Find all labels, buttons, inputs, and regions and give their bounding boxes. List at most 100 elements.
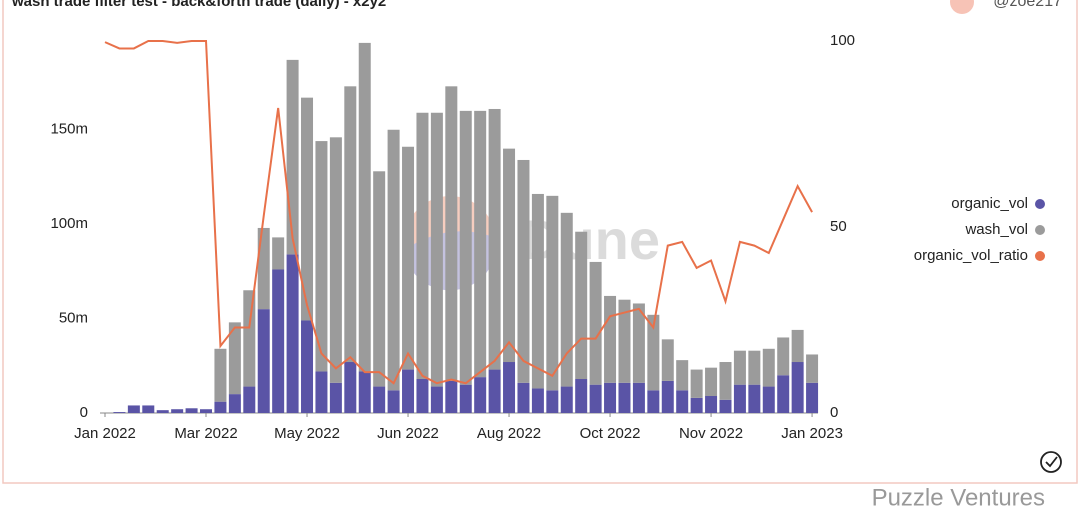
- bar-segment: [171, 409, 184, 413]
- x-tick-label: Aug 2022: [477, 425, 541, 442]
- bar-segment: [416, 112, 429, 380]
- bar-segment: [517, 159, 530, 383]
- bar-segment: [719, 399, 732, 413]
- bar-segment: [748, 384, 761, 413]
- bar-segment: [315, 371, 328, 413]
- bar-segment: [503, 362, 516, 413]
- bar-segment: [257, 227, 270, 310]
- bar-segment: [661, 339, 674, 381]
- bar-segment: [228, 322, 241, 395]
- author: @zoe217: [993, 0, 1062, 10]
- bar-segment: [777, 337, 790, 376]
- y2-tick-label: 100: [830, 32, 855, 49]
- bar-segment: [358, 42, 371, 372]
- bar-segment: [344, 86, 357, 363]
- legend-swatch: [1035, 225, 1045, 235]
- bar-segment: [705, 396, 718, 413]
- bar-segment: [315, 141, 328, 372]
- y2-tick-label: 0: [830, 404, 838, 421]
- check-icon[interactable]: [1040, 451, 1062, 473]
- bar-segment: [430, 386, 443, 413]
- legend-swatch: [1035, 251, 1045, 261]
- bar-segment: [791, 362, 804, 413]
- bar-segment: [200, 409, 213, 413]
- bar-segment: [676, 360, 689, 391]
- x-tick-label: Jun 2022: [377, 425, 439, 442]
- legend-label: organic_vol: [951, 195, 1028, 212]
- bar-segment: [301, 320, 314, 413]
- bar-segment: [243, 290, 256, 387]
- bar-segment: [560, 386, 573, 413]
- bar-segment: [546, 195, 559, 391]
- bar-segment: [589, 384, 602, 413]
- bar-segment: [503, 148, 516, 363]
- bar-segment: [531, 388, 544, 413]
- y2-tick-label: 50: [830, 218, 847, 235]
- bar-segment: [301, 97, 314, 321]
- bar-segment: [806, 354, 819, 383]
- bar-segment: [459, 384, 472, 413]
- bar-segment: [243, 386, 256, 413]
- bar-segment: [127, 405, 140, 413]
- bar-segment: [560, 212, 573, 387]
- bar-segment: [632, 382, 645, 413]
- bar-segment: [806, 382, 819, 413]
- bar-segment: [719, 362, 732, 400]
- bar-segment: [358, 371, 371, 413]
- legend-label: organic_vol_ratio: [914, 247, 1028, 264]
- y-tick-label: 150m: [50, 121, 88, 138]
- bar-segment: [517, 382, 530, 413]
- bar-segment: [214, 401, 227, 413]
- bar-segment: [387, 390, 400, 413]
- bar-segment: [618, 382, 631, 413]
- y-tick-label: 0: [80, 404, 88, 421]
- x-tick-label: Nov 2022: [679, 425, 743, 442]
- bar-segment: [488, 369, 501, 413]
- bar-segment: [402, 369, 415, 413]
- chart-title: wash trade filter test - back&forth trad…: [11, 0, 386, 10]
- bar-segment: [733, 384, 746, 413]
- bar-segment: [647, 390, 660, 413]
- bar-segment: [690, 369, 703, 398]
- bar-segment: [604, 295, 617, 383]
- bar-segment: [344, 362, 357, 413]
- bar-segment: [474, 110, 487, 378]
- bar-segment: [762, 386, 775, 413]
- bar-segment: [531, 193, 544, 389]
- bar-segment: [445, 380, 458, 413]
- bar-segment: [286, 254, 299, 413]
- bar-segment: [589, 261, 602, 385]
- bar-segment: [647, 314, 660, 391]
- bar-segment: [676, 390, 689, 413]
- bar-segment: [632, 303, 645, 383]
- bar-segment: [488, 108, 501, 370]
- bar-segment: [575, 379, 588, 413]
- bar-segment: [733, 350, 746, 385]
- ratio-line: [104, 40, 813, 385]
- bar-segment: [459, 110, 472, 385]
- legend-swatch: [1035, 199, 1045, 209]
- y-tick-label: 100m: [50, 215, 88, 232]
- bar-segment: [474, 377, 487, 413]
- bar-segment: [257, 309, 270, 413]
- bar-segment: [286, 59, 299, 255]
- bar-segment: [777, 375, 790, 413]
- y-tick-label: 50m: [59, 310, 88, 327]
- x-tick-label: Mar 2022: [174, 425, 237, 442]
- bar-segment: [373, 386, 386, 413]
- bar-segment: [329, 137, 342, 383]
- footer-brand: Puzzle Ventures: [872, 484, 1045, 511]
- bar-segment: [329, 382, 342, 413]
- bar-segment: [416, 379, 429, 413]
- bar-segment: [228, 394, 241, 413]
- bar-segment: [272, 237, 285, 270]
- bar-segment: [575, 231, 588, 380]
- x-tick-label: Jan 2022: [74, 425, 136, 442]
- bar-segment: [272, 269, 285, 413]
- bar-segment: [113, 412, 126, 413]
- bar-segment: [791, 329, 804, 363]
- avatar: [950, 0, 974, 14]
- bar-segment: [387, 129, 400, 391]
- bar-segment: [762, 348, 775, 387]
